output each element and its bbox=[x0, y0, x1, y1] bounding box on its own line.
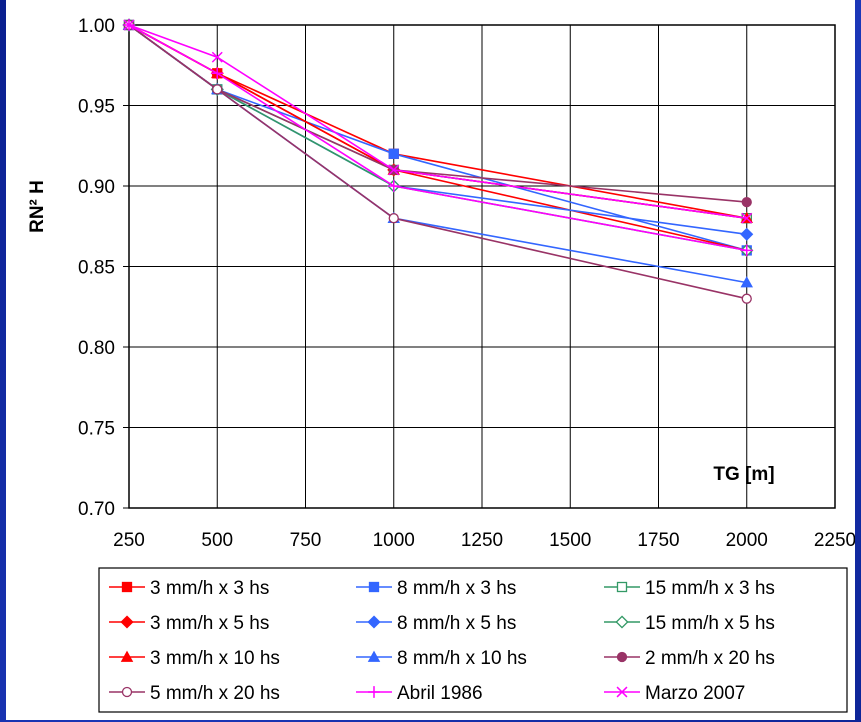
legend-box bbox=[98, 567, 848, 713]
data-point bbox=[387, 180, 400, 192]
legend-label: 15 mm/h x 5 hs bbox=[645, 613, 775, 634]
data-point bbox=[740, 276, 753, 288]
y-tick-label: 0.70 bbox=[78, 499, 115, 520]
x-axis-label: TG [m] bbox=[713, 464, 774, 485]
legend-marker bbox=[121, 581, 133, 593]
legend-label: 15 mm/h x 3 hs bbox=[645, 578, 775, 599]
data-point bbox=[388, 213, 399, 224]
legend-marker bbox=[616, 651, 628, 663]
legend-marker bbox=[120, 615, 134, 629]
legend-item: Abril 1986 bbox=[356, 683, 483, 704]
legend-label: 5 mm/h x 20 hs bbox=[150, 683, 280, 704]
y-axis-label: RN² H bbox=[27, 180, 48, 233]
y-tick-label: 0.95 bbox=[78, 97, 115, 118]
legend-marker bbox=[615, 615, 629, 629]
legend-item: 8 mm/h x 5 hs bbox=[356, 613, 516, 634]
x-tick-label: 1000 bbox=[373, 530, 415, 551]
x-tick-label: 500 bbox=[201, 530, 233, 551]
legend-marker bbox=[368, 581, 380, 593]
legend-item: 3 mm/h x 5 hs bbox=[109, 613, 269, 634]
data-point bbox=[211, 51, 223, 63]
data-point bbox=[123, 19, 135, 31]
data-point bbox=[741, 212, 753, 224]
legend-label: Marzo 2007 bbox=[645, 683, 745, 704]
legend-item: 15 mm/h x 5 hs bbox=[604, 613, 775, 634]
series-line bbox=[128, 24, 747, 300]
chart-frame: 250 500 750 1000 1250 1500 1750 2000 2250 0.70 0.7… bbox=[6, 0, 855, 720]
legend-item: 15 mm/h x 3 hs bbox=[604, 578, 775, 599]
legend-item: Marzo 2007 bbox=[604, 683, 745, 704]
legend-label: 3 mm/h x 3 hs bbox=[150, 578, 269, 599]
legend-item: 2 mm/h x 20 hs bbox=[604, 648, 775, 669]
legend-marker bbox=[367, 650, 381, 662]
y-tick-label: 0.85 bbox=[78, 258, 115, 279]
legend-label: Abril 1986 bbox=[397, 683, 483, 704]
plot-border bbox=[128, 24, 836, 509]
legend-label: 3 mm/h x 5 hs bbox=[150, 613, 269, 634]
data-point bbox=[388, 148, 399, 159]
data-point bbox=[741, 196, 752, 208]
legend-label: 8 mm/h x 10 hs bbox=[397, 648, 527, 669]
grid-layer bbox=[123, 24, 836, 509]
y-tick-label: 0.75 bbox=[78, 419, 115, 440]
ticks-layer: 250 500 750 1000 1250 1500 1750 2000 2250 0.70 0.7… bbox=[78, 16, 855, 551]
data-point bbox=[388, 164, 400, 176]
x-tick-label: 2000 bbox=[726, 530, 768, 551]
legend: 3 mm/h x 3 hs 8 mm/h x 3 hs 15 mm/h x 3 hs… bbox=[98, 567, 848, 713]
x-tick-label: 250 bbox=[113, 530, 145, 551]
legend-marker bbox=[120, 650, 134, 662]
legend-label: 2 mm/h x 20 hs bbox=[645, 648, 775, 669]
series-line bbox=[128, 24, 747, 252]
legend-item: 5 mm/h x 20 hs bbox=[109, 683, 280, 704]
chart-svg: 250 500 750 1000 1250 1500 1750 2000 2250 0.70 0.7… bbox=[27, 16, 855, 713]
data-point bbox=[211, 67, 224, 80]
legend-label: 8 mm/h x 5 hs bbox=[397, 613, 516, 634]
legend-marker bbox=[121, 686, 133, 698]
series-layer bbox=[122, 18, 754, 304]
y-tick-label: 1.00 bbox=[78, 16, 115, 37]
legend-item: 8 mm/h x 3 hs bbox=[356, 578, 516, 599]
legend-marker bbox=[368, 686, 380, 698]
y-tick-label: 0.90 bbox=[78, 177, 115, 198]
legend-item: 3 mm/h x 3 hs bbox=[109, 578, 269, 599]
y-tick-label: 0.80 bbox=[78, 338, 115, 359]
series-line bbox=[128, 24, 747, 219]
series-11 bbox=[123, 19, 753, 257]
legend-label: 3 mm/h x 10 hs bbox=[150, 648, 280, 669]
legend-marker bbox=[616, 581, 628, 593]
legend-item: 8 mm/h x 10 hs bbox=[356, 648, 527, 669]
data-point bbox=[212, 84, 223, 95]
legend-label: 8 mm/h x 3 hs bbox=[397, 578, 516, 599]
data-point bbox=[740, 227, 754, 241]
series-12 bbox=[123, 19, 753, 224]
x-tick-label: 2250 bbox=[814, 530, 855, 551]
legend-marker bbox=[616, 686, 628, 698]
legend-item: 3 mm/h x 10 hs bbox=[109, 648, 280, 669]
x-tick-label: 1250 bbox=[461, 530, 503, 551]
legend-marker bbox=[367, 615, 381, 629]
data-point bbox=[740, 244, 753, 257]
data-point bbox=[741, 293, 752, 304]
x-tick-label: 750 bbox=[290, 530, 322, 551]
x-tick-label: 1750 bbox=[637, 530, 679, 551]
x-tick-label: 1500 bbox=[549, 530, 591, 551]
